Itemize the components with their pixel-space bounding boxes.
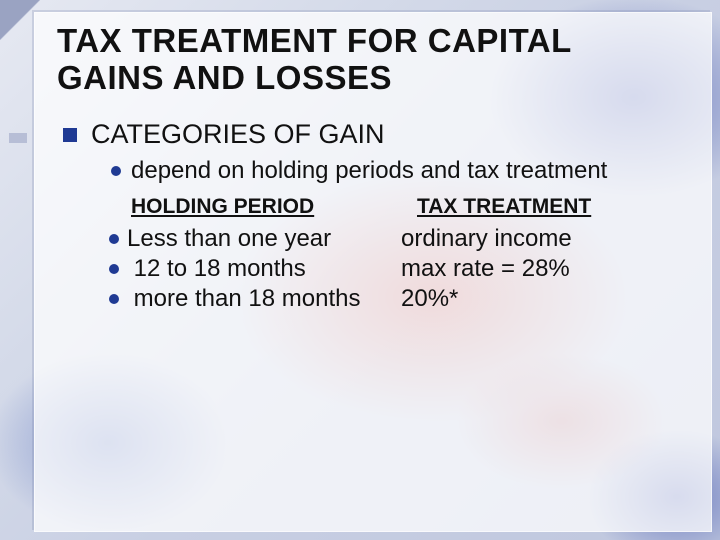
content-panel: TAX TREATMENT FOR CAPITAL GAINS AND LOSS… — [34, 12, 712, 532]
dot-bullet-icon — [111, 166, 121, 176]
table-row: more than 18 months 20%* — [109, 285, 685, 313]
header-tax-treatment: TAX TREATMENT — [417, 195, 591, 219]
cell-period: more than 18 months — [127, 285, 401, 313]
bullet-level1: CATEGORIES OF GAIN — [63, 119, 685, 150]
dot-bullet-icon — [109, 234, 119, 244]
cell-period: 12 to 18 months — [127, 255, 401, 283]
cell-treatment: max rate = 28% — [401, 255, 570, 283]
cell-treatment: 20%* — [401, 285, 458, 313]
bullet-level2: depend on holding periods and tax treatm… — [111, 156, 685, 187]
cell-period: Less than one year — [127, 225, 401, 253]
dot-bullet-icon — [109, 294, 119, 304]
level1-text: CATEGORIES OF GAIN — [91, 119, 385, 150]
table-row: 12 to 18 months max rate = 28% — [109, 255, 685, 283]
table-header-row: HOLDING PERIOD TAX TREATMENT — [131, 195, 685, 219]
header-holding-period: HOLDING PERIOD — [131, 195, 377, 219]
holding-period-table: HOLDING PERIOD TAX TREATMENT Less than o… — [131, 195, 685, 313]
slide-title: TAX TREATMENT FOR CAPITAL GAINS AND LOSS… — [57, 23, 685, 97]
level2-text: depend on holding periods and tax treatm… — [131, 156, 607, 187]
cell-treatment: ordinary income — [401, 225, 572, 253]
dot-bullet-icon — [109, 264, 119, 274]
square-bullet-icon — [63, 128, 77, 142]
table-row: Less than one year ordinary income — [109, 225, 685, 253]
